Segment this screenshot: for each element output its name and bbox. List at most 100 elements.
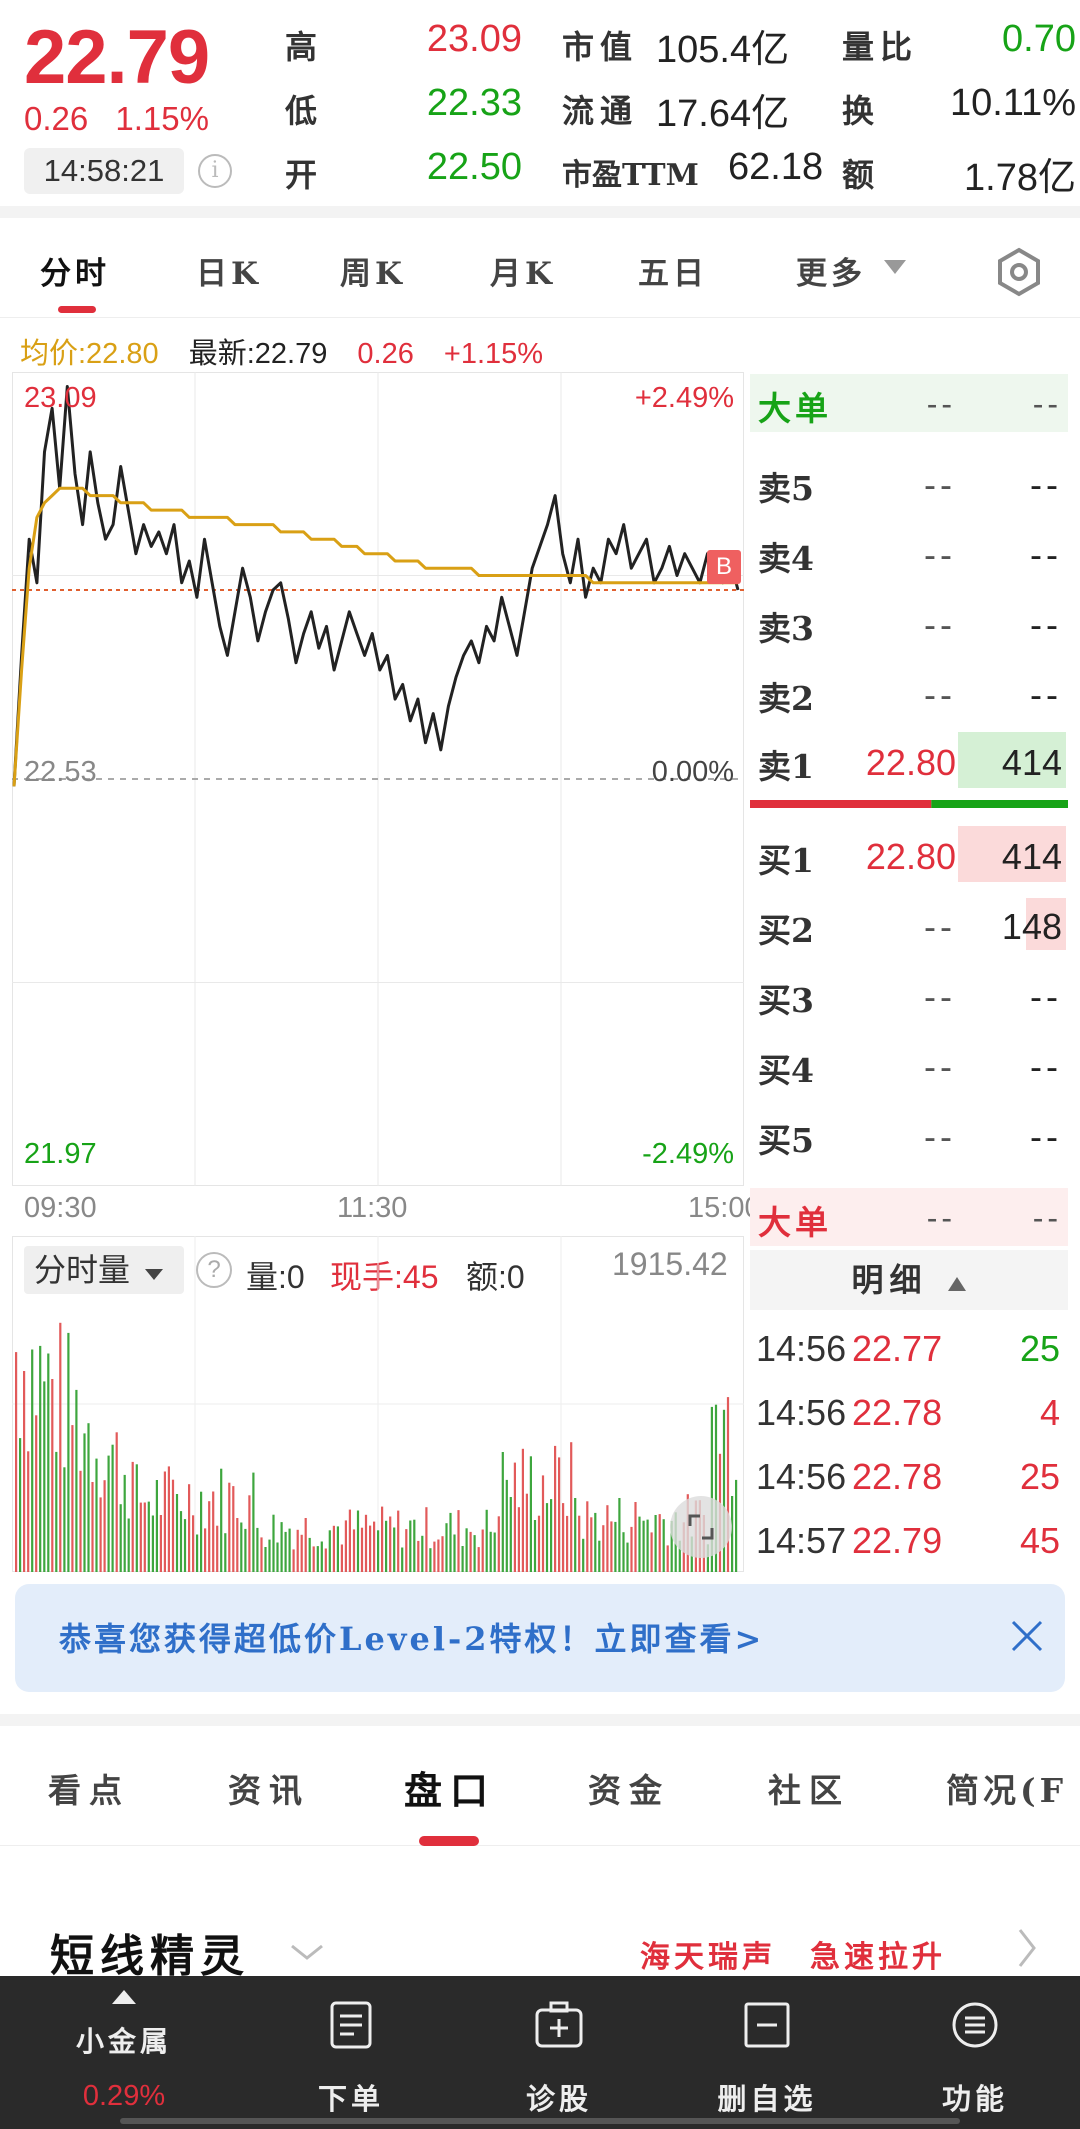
bid-row-2[interactable]: 买2 -- 148 xyxy=(750,894,1068,956)
ask-row-1[interactable]: 卖1 22.80 414 xyxy=(750,730,1068,792)
tab-news[interactable]: 资讯 xyxy=(228,1771,310,1810)
chevron-down-icon[interactable] xyxy=(290,1942,324,1962)
order-button[interactable]: 下单 xyxy=(276,1976,426,2129)
info-icon[interactable]: i xyxy=(198,154,232,188)
volume-bar xyxy=(614,1521,617,1572)
volume-bar xyxy=(15,1352,18,1572)
volume-bar xyxy=(63,1467,66,1572)
diagnose-stock-button[interactable]: 诊股 xyxy=(484,1976,634,2129)
volume-bar xyxy=(477,1547,480,1572)
trade-row[interactable]: 14:56 22.77 25 xyxy=(750,1318,1068,1380)
volume-bar xyxy=(143,1502,146,1572)
trade-row[interactable]: 14:56 22.78 4 xyxy=(750,1382,1068,1444)
volume-bar xyxy=(425,1507,428,1572)
ask-vol: -- xyxy=(1030,534,1062,575)
tab-profile[interactable]: 简况(F xyxy=(946,1771,1068,1810)
bid-row-3[interactable]: 买3 -- -- xyxy=(750,964,1068,1026)
last-price: 22.79 xyxy=(24,15,210,100)
chevron-right-icon[interactable] xyxy=(1016,1928,1038,1968)
dropdown-triangle-icon xyxy=(144,1269,163,1280)
volume-bar xyxy=(196,1534,199,1572)
volume-bar xyxy=(39,1345,42,1572)
volume-bar xyxy=(570,1442,573,1572)
ask-row-5[interactable]: 卖5 -- -- xyxy=(750,452,1068,514)
sector-indicator[interactable]: 小金属 0.29% xyxy=(44,1976,204,2129)
low-label: 低 xyxy=(285,92,318,130)
volume-bar xyxy=(405,1529,408,1572)
volume-bar xyxy=(183,1519,187,1572)
buy-marker-badge[interactable]: B xyxy=(707,550,741,584)
bid-row-5[interactable]: 买5 -- -- xyxy=(750,1104,1068,1166)
volume-bar xyxy=(103,1480,106,1572)
volume-bar xyxy=(292,1549,295,1572)
intraday-chart[interactable]: 23.09 +2.49% 22.53 0.00% 21.97 -2.49% 09… xyxy=(12,372,761,1224)
volume-type-selector[interactable]: 分时量 xyxy=(24,1246,184,1294)
volume-bar xyxy=(525,1493,528,1572)
triangle-up-icon xyxy=(112,1990,136,2004)
ask-row-4[interactable]: 卖4 -- -- xyxy=(750,522,1068,584)
level2-promo-banner[interactable]: 恭喜您获得超低价Level-2特权！立即查看> xyxy=(15,1584,1065,1692)
big-order-top-b: -- xyxy=(1032,386,1062,422)
fullscreen-icon xyxy=(688,1514,714,1540)
tab-daily-k[interactable]: 日K xyxy=(196,256,262,292)
volume-bar xyxy=(586,1501,589,1572)
volume-bar xyxy=(244,1528,247,1572)
volume-bar xyxy=(312,1546,315,1572)
volume-bar xyxy=(389,1516,392,1572)
ask-row-2[interactable]: 卖2 -- -- xyxy=(750,662,1068,724)
x-label-start: 09:30 xyxy=(24,1192,97,1224)
remove-watchlist-button[interactable]: 删自选 xyxy=(692,1976,842,2129)
volume-bar xyxy=(381,1506,384,1572)
fullscreen-button[interactable] xyxy=(670,1496,732,1558)
volume-bar xyxy=(666,1545,669,1572)
trade-row[interactable]: 14:57 22.79 45 xyxy=(750,1510,1068,1572)
x-label-mid: 11:30 xyxy=(337,1192,408,1224)
tab-highlights[interactable]: 看点 xyxy=(48,1771,130,1810)
bid-row-1[interactable]: 买1 22.80 414 xyxy=(750,824,1068,886)
volume-bar xyxy=(308,1537,311,1572)
trade-row[interactable]: 14:56 22.78 25 xyxy=(750,1446,1068,1508)
settings-hexagon-icon[interactable] xyxy=(993,246,1045,298)
tab-capital[interactable]: 资金 xyxy=(588,1771,670,1810)
volume-bar xyxy=(288,1528,291,1572)
volume-bar xyxy=(236,1518,239,1572)
tab-more[interactable]: 更多 xyxy=(796,256,866,292)
volume-bar xyxy=(373,1521,376,1572)
volume-bar xyxy=(127,1518,130,1572)
tab-community[interactable]: 社区 xyxy=(768,1771,850,1810)
volume-bar xyxy=(316,1546,319,1572)
ask-row-3[interactable]: 卖3 -- -- xyxy=(750,592,1068,654)
tab-weekly-k[interactable]: 周K xyxy=(340,256,406,292)
volume-bar xyxy=(179,1511,183,1572)
volume-bar xyxy=(654,1515,657,1572)
volume-bar xyxy=(360,1527,364,1572)
bid-row-4[interactable]: 买4 -- -- xyxy=(750,1034,1068,1096)
volume-bar xyxy=(79,1470,82,1572)
banner-text[interactable]: 恭喜您获得超低价Level-2特权！立即查看> xyxy=(59,1620,765,1658)
short-term-sprite-row[interactable]: 短线精灵 海天瑞声 急速拉升 xyxy=(0,1920,1080,1982)
remove-watchlist-label: 删自选 xyxy=(717,2082,817,2116)
y-right-top-label: +2.49% xyxy=(634,382,734,414)
tab-orderbook[interactable]: 盘口 xyxy=(404,1768,497,1813)
change-row: 0.26 1.15% xyxy=(24,100,227,138)
help-icon[interactable]: ? xyxy=(196,1252,232,1288)
tab-five-day[interactable]: 五日 xyxy=(638,256,708,292)
volume-bar xyxy=(364,1514,368,1572)
volume-bar xyxy=(344,1520,347,1572)
tab-intraday[interactable]: 分时 xyxy=(40,256,110,292)
volume-bar xyxy=(578,1515,581,1572)
volume-bar xyxy=(558,1457,561,1572)
volume-bar xyxy=(256,1527,259,1572)
volume-bar xyxy=(622,1532,625,1572)
trade-detail-header[interactable]: 明细 xyxy=(750,1250,1068,1310)
functions-button[interactable]: 功能 xyxy=(900,1976,1050,2129)
open-value: 22.50 xyxy=(426,146,522,188)
tab-monthly-k[interactable]: 月K xyxy=(490,256,556,292)
volume-bar xyxy=(590,1517,593,1572)
mktcap-label: 市值 xyxy=(562,28,639,66)
trade-price: 22.78 xyxy=(852,1456,943,1497)
close-icon[interactable] xyxy=(1005,1614,1049,1658)
menu-circle-icon xyxy=(952,2002,998,2048)
trade-time: 14:56 xyxy=(756,1328,847,1369)
volume-bar xyxy=(220,1468,223,1572)
